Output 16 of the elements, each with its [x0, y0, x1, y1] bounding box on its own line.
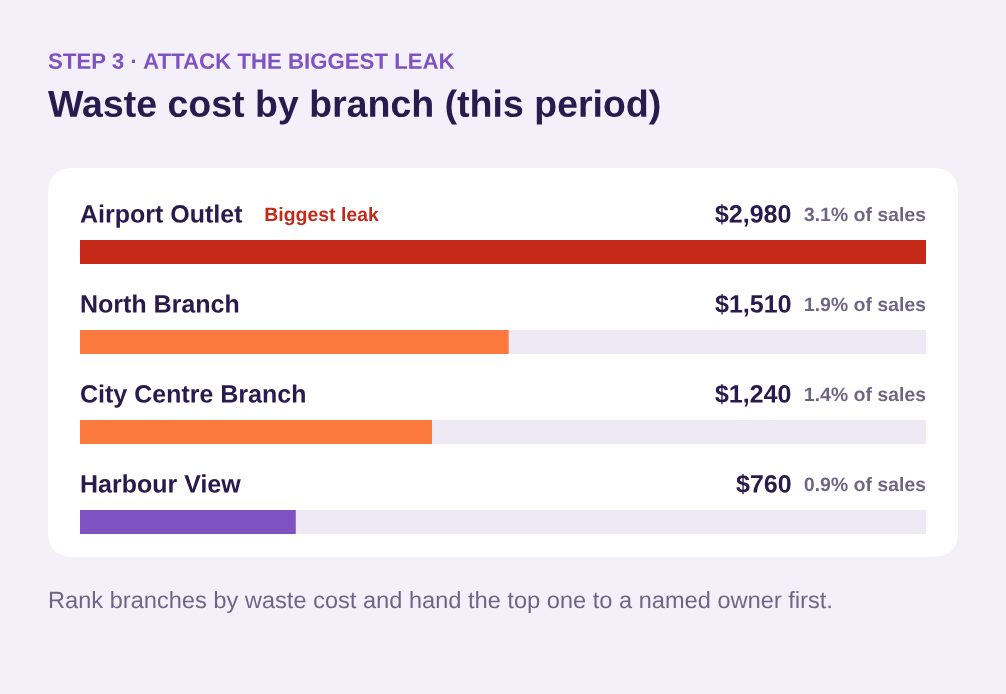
- y-tick-label: Airport Outlet: [80, 204, 243, 228]
- y-tick-label: Harbour View: [81, 474, 241, 493]
- annotation: 1.4% of sales: [805, 386, 926, 402]
- data-label: $1,240: [715, 383, 791, 407]
- chart-subtitle: STEP 3 · ATTACK THE BIGGEST LEAK: [48, 53, 455, 69]
- annotation: 3.1% of sales: [804, 207, 926, 222]
- text: Rank branches by waste cost and hand the top one to a named owner first.: [49, 590, 831, 614]
- data-label: $760: [736, 473, 791, 495]
- y-tick-label: North Branch: [81, 294, 239, 313]
- data-label: $2,980: [715, 204, 791, 227]
- chart-title: Waste cost by branch (this period): [48, 89, 660, 125]
- annotation: Biggest leak: [265, 206, 379, 226]
- annotation: 0.9% of sales: [804, 476, 926, 492]
- y-tick-label: City Centre Branch: [81, 384, 305, 408]
- annotation: 1.9% of sales: [805, 297, 926, 312]
- data-label: $1,510: [715, 293, 791, 317]
